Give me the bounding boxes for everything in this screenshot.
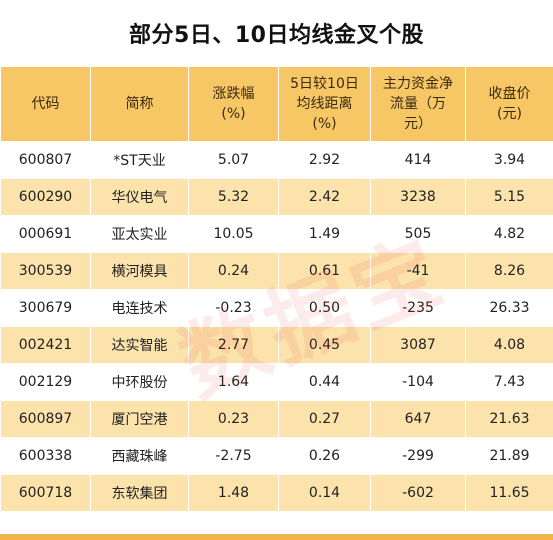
header-net-flow: 主力资金净 流量（万 元） xyxy=(370,66,466,142)
cell-code: 002421 xyxy=(0,326,91,364)
cell-code: 300539 xyxy=(0,252,91,290)
cell-change: 1.64 xyxy=(188,363,279,401)
cell-close: 26.33 xyxy=(465,289,553,327)
table-row: 600807 *ST天业 5.07 2.92 414 3.94 xyxy=(0,141,553,179)
cell-name: 横河模具 xyxy=(90,252,189,290)
cell-code: 300679 xyxy=(0,289,91,327)
cell-ma-gap: 0.26 xyxy=(278,437,371,475)
cell-change: 2.77 xyxy=(188,326,279,364)
cell-close: 21.89 xyxy=(465,437,553,475)
cell-close: 5.15 xyxy=(465,178,553,216)
bottom-accent-bar xyxy=(0,534,553,540)
cell-close: 8.26 xyxy=(465,252,553,290)
table-row: 002129 中环股份 1.64 0.44 -104 7.43 xyxy=(0,363,553,401)
cell-code: 600807 xyxy=(0,141,91,179)
cell-code: 600290 xyxy=(0,178,91,216)
cell-net-flow: 414 xyxy=(370,141,466,179)
cell-close: 4.08 xyxy=(465,326,553,364)
cell-change: 10.05 xyxy=(188,215,279,253)
cell-change: -2.75 xyxy=(188,437,279,475)
cell-close: 11.65 xyxy=(465,474,553,512)
cell-net-flow: 647 xyxy=(370,400,466,438)
cell-ma-gap: 0.27 xyxy=(278,400,371,438)
table-row: 600718 东软集团 1.48 0.14 -602 11.65 xyxy=(0,474,553,512)
cell-close: 21.63 xyxy=(465,400,553,438)
cell-net-flow: -299 xyxy=(370,437,466,475)
cell-ma-gap: 0.14 xyxy=(278,474,371,512)
table-header-row: 代码 简称 涨跌幅 (%) 5日较10日 均线距离 (%) 主力资金净 流量（万 元） 收… xyxy=(0,66,553,142)
table-row: 300539 横河模具 0.24 0.61 -41 8.26 xyxy=(0,252,553,290)
cell-change: 0.23 xyxy=(188,400,279,438)
cell-ma-gap: 0.45 xyxy=(278,326,371,364)
cell-code: 600338 xyxy=(0,437,91,475)
cell-name: 西藏珠峰 xyxy=(90,437,189,475)
table-row: 600338 西藏珠峰 -2.75 0.26 -299 21.89 xyxy=(0,437,553,475)
cell-change: -0.23 xyxy=(188,289,279,327)
cell-name: 厦门空港 xyxy=(90,400,189,438)
stock-table: 代码 简称 涨跌幅 (%) 5日较10日 均线距离 (%) 主力资金净 流量（万 元） 收… xyxy=(0,66,553,512)
cell-name: 达实智能 xyxy=(90,326,189,364)
cell-net-flow: -41 xyxy=(370,252,466,290)
cell-name: 东软集团 xyxy=(90,474,189,512)
cell-net-flow: -104 xyxy=(370,363,466,401)
cell-net-flow: 505 xyxy=(370,215,466,253)
cell-net-flow: 3087 xyxy=(370,326,466,364)
cell-name: 亚太实业 xyxy=(90,215,189,253)
cell-ma-gap: 0.44 xyxy=(278,363,371,401)
cell-net-flow: 3238 xyxy=(370,178,466,216)
cell-close: 3.94 xyxy=(465,141,553,179)
cell-ma-gap: 1.49 xyxy=(278,215,371,253)
cell-name: *ST天业 xyxy=(90,141,189,179)
header-ma-gap: 5日较10日 均线距离 (%) xyxy=(278,66,371,142)
table-row: 600290 华仪电气 5.32 2.42 3238 5.15 xyxy=(0,178,553,216)
header-name: 简称 xyxy=(90,66,189,142)
cell-ma-gap: 2.92 xyxy=(278,141,371,179)
cell-change: 1.48 xyxy=(188,474,279,512)
cell-name: 华仪电气 xyxy=(90,178,189,216)
cell-close: 7.43 xyxy=(465,363,553,401)
header-close: 收盘价 (元) xyxy=(465,66,553,142)
table-row: 600897 厦门空港 0.23 0.27 647 21.63 xyxy=(0,400,553,438)
cell-code: 002129 xyxy=(0,363,91,401)
cell-net-flow: -602 xyxy=(370,474,466,512)
cell-ma-gap: 2.42 xyxy=(278,178,371,216)
cell-change: 0.24 xyxy=(188,252,279,290)
cell-ma-gap: 0.50 xyxy=(278,289,371,327)
cell-code: 600718 xyxy=(0,474,91,512)
table-body: 600807 *ST天业 5.07 2.92 414 3.94 600290 华仪电气 5.32… xyxy=(0,141,553,512)
table-row: 300679 电连技术 -0.23 0.50 -235 26.33 xyxy=(0,289,553,327)
cell-name: 电连技术 xyxy=(90,289,189,327)
cell-close: 4.82 xyxy=(465,215,553,253)
cell-name: 中环股份 xyxy=(90,363,189,401)
page-title: 部分5日、10日均线金叉个股 xyxy=(129,23,424,48)
cell-change: 5.32 xyxy=(188,178,279,216)
cell-net-flow: -235 xyxy=(370,289,466,327)
cell-code: 600897 xyxy=(0,400,91,438)
cell-change: 5.07 xyxy=(188,141,279,179)
header-code: 代码 xyxy=(0,66,91,142)
table-row: 002421 达实智能 2.77 0.45 3087 4.08 xyxy=(0,326,553,364)
header-change: 涨跌幅 (%) xyxy=(188,66,279,142)
cell-ma-gap: 0.61 xyxy=(278,252,371,290)
cell-code: 000691 xyxy=(0,215,91,253)
table-row: 000691 亚太实业 10.05 1.49 505 4.82 xyxy=(0,215,553,253)
